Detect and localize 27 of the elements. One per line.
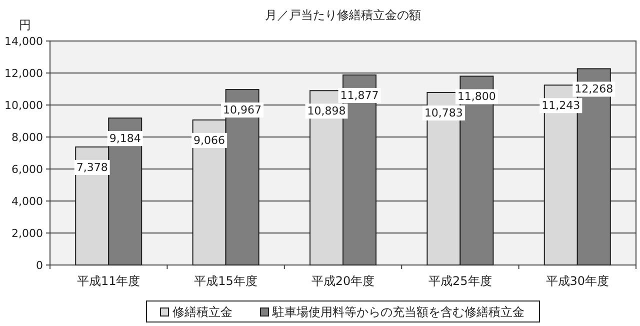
y-tick-label: 14,000	[4, 35, 43, 48]
data-label: 11,877	[340, 88, 379, 102]
y-tick-label: 8,000	[12, 131, 43, 144]
y-axis-title: 円	[19, 18, 31, 32]
data-label: 10,967	[223, 104, 262, 117]
x-tick-label: 平成20年度	[311, 274, 375, 288]
legend-label: 修繕積立金	[172, 305, 232, 319]
y-tick-label: 10,000	[4, 99, 43, 112]
chart-title: 月／戸当たり修繕積立金の額	[265, 8, 421, 22]
x-tick-label: 平成25年度	[428, 274, 492, 288]
y-tick-label: 2,000	[12, 227, 43, 240]
data-label: 7,378	[76, 160, 108, 174]
data-label: 10,783	[424, 106, 463, 120]
data-label: 12,268	[574, 82, 614, 96]
data-label: 9,066	[194, 134, 226, 147]
y-tick-label: 0	[36, 259, 43, 272]
x-tick-label: 平成11年度	[76, 274, 140, 288]
y-tick-label: 4,000	[12, 195, 43, 208]
y-tick-label: 6,000	[12, 163, 43, 176]
y-tick-label: 12,000	[4, 67, 43, 80]
data-label: 10,898	[307, 104, 346, 118]
data-label: 11,243	[542, 99, 580, 112]
x-tick-label: 平成30年度	[546, 274, 610, 288]
x-tick-label: 平成15年度	[194, 274, 258, 288]
data-label: 11,800	[457, 90, 496, 104]
legend-label: 駐車場使用料等からの充当額を含む修繕積立金	[272, 305, 524, 319]
data-label: 9,184	[109, 132, 141, 146]
